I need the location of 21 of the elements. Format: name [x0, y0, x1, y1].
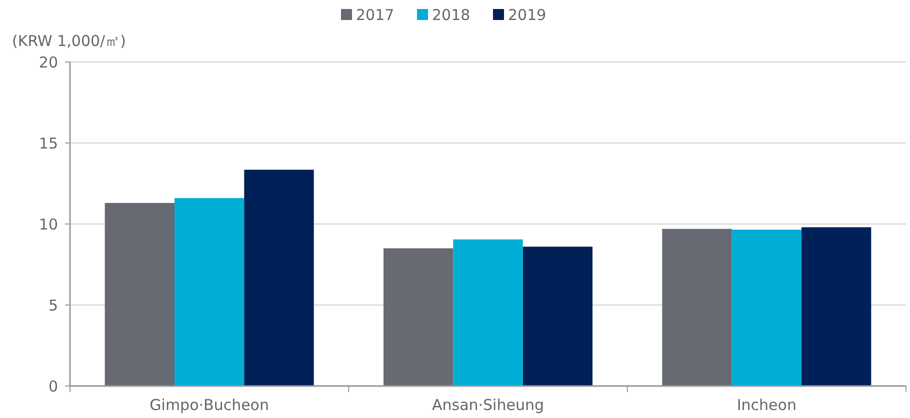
y-tick-label: 10 — [38, 215, 58, 234]
x-tick-label: Gimpo·Bucheon — [150, 396, 270, 414]
bar — [732, 230, 802, 386]
legend-label: 2019 — [508, 6, 546, 24]
x-tick-label: Ansan·Siheung — [432, 396, 544, 414]
bar — [662, 228, 732, 386]
legend-label: 2018 — [432, 6, 470, 24]
y-tick-label: 0 — [48, 377, 58, 396]
bar — [244, 170, 314, 386]
y-tick-label: 5 — [48, 296, 58, 314]
bar — [453, 239, 523, 386]
y-tick-label: 15 — [38, 134, 58, 152]
bar — [384, 248, 454, 386]
bar — [802, 227, 872, 386]
bar — [522, 246, 592, 386]
bar — [104, 202, 174, 386]
y-axis-title: (KRW 1,000/㎡) — [12, 32, 126, 50]
legend-label: 2017 — [356, 6, 394, 24]
y-tick-label: 20 — [38, 53, 58, 72]
bar — [174, 198, 244, 386]
x-tick-label: Incheon — [736, 396, 796, 414]
